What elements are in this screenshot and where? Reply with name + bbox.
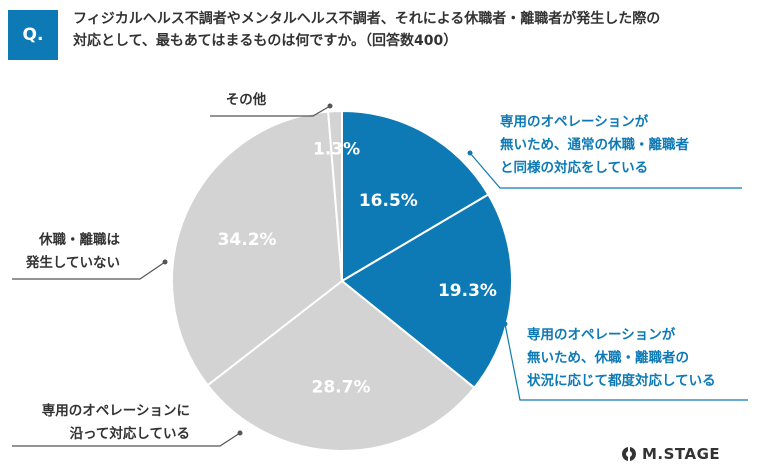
callout-dot-3 bbox=[237, 430, 243, 436]
callout-text-2-line-3: 状況に応じて都度対応している bbox=[527, 372, 716, 389]
callout-text-1-line-3: と同様の対応をしている bbox=[500, 159, 648, 176]
callout-text-3-line-1: 専用のオペレーションに bbox=[42, 402, 190, 419]
slice-value-label-2: 19.3% bbox=[438, 281, 497, 301]
callout-text-4-line-1: 休職・離職は bbox=[38, 231, 120, 248]
callout-text-1-line-2: 無いため、通常の休職・離職者 bbox=[500, 136, 689, 153]
brand-name: M.STAGE bbox=[642, 445, 721, 463]
callout-line-2 bbox=[504, 323, 748, 401]
callout-line-5 bbox=[210, 105, 331, 117]
callout-line-3 bbox=[12, 432, 241, 447]
callout-text-2-line-1: 専用のオペレーションが bbox=[527, 326, 676, 343]
callout-text-3-line-2: 沿って対応している bbox=[70, 425, 190, 442]
pie-slice-5 bbox=[327, 109, 343, 282]
slice-value-label-4: 34.2% bbox=[218, 230, 277, 250]
callout-text-5-line-1: その他 bbox=[226, 91, 267, 108]
mstage-logo-icon bbox=[622, 447, 636, 461]
callout-text-2-line-2: 無いため、休職・離職者の bbox=[527, 349, 689, 366]
pie-slice-4 bbox=[171, 110, 344, 387]
callout-line-1 bbox=[469, 152, 742, 189]
pie-slice-1 bbox=[341, 109, 490, 283]
callout-text-4-line-2: 発生していない bbox=[25, 254, 120, 271]
callout-dot-2 bbox=[502, 321, 508, 327]
question-badge: Q. bbox=[8, 10, 58, 60]
callout-text-1-line-1: 専用のオペレーションが bbox=[500, 113, 649, 130]
callout-dot-5 bbox=[327, 103, 333, 109]
callout-dot-1 bbox=[467, 150, 473, 156]
question-line-2: 対応として、最もあてはまるものは何ですか。（回答数400） bbox=[73, 33, 458, 49]
callout-dot-4 bbox=[162, 259, 168, 265]
question-line-1: フィジカルヘルス不調者やメンタルヘルス不調者、それによる休職者・離職者が発生した… bbox=[73, 11, 661, 27]
slice-value-label-3: 28.7% bbox=[312, 377, 371, 397]
pie-slice-2 bbox=[340, 193, 513, 390]
callout-line-4 bbox=[12, 261, 166, 280]
question-text: フィジカルヘルス不調者やメンタルヘルス不調者、それによる休職者・離職者が発生した… bbox=[73, 8, 753, 52]
slice-value-label-5: 1.3% bbox=[313, 140, 360, 160]
brand-logo: M.STAGE bbox=[622, 443, 720, 465]
slice-value-label-1: 16.5% bbox=[359, 191, 418, 211]
pie-slice-3 bbox=[206, 279, 476, 452]
